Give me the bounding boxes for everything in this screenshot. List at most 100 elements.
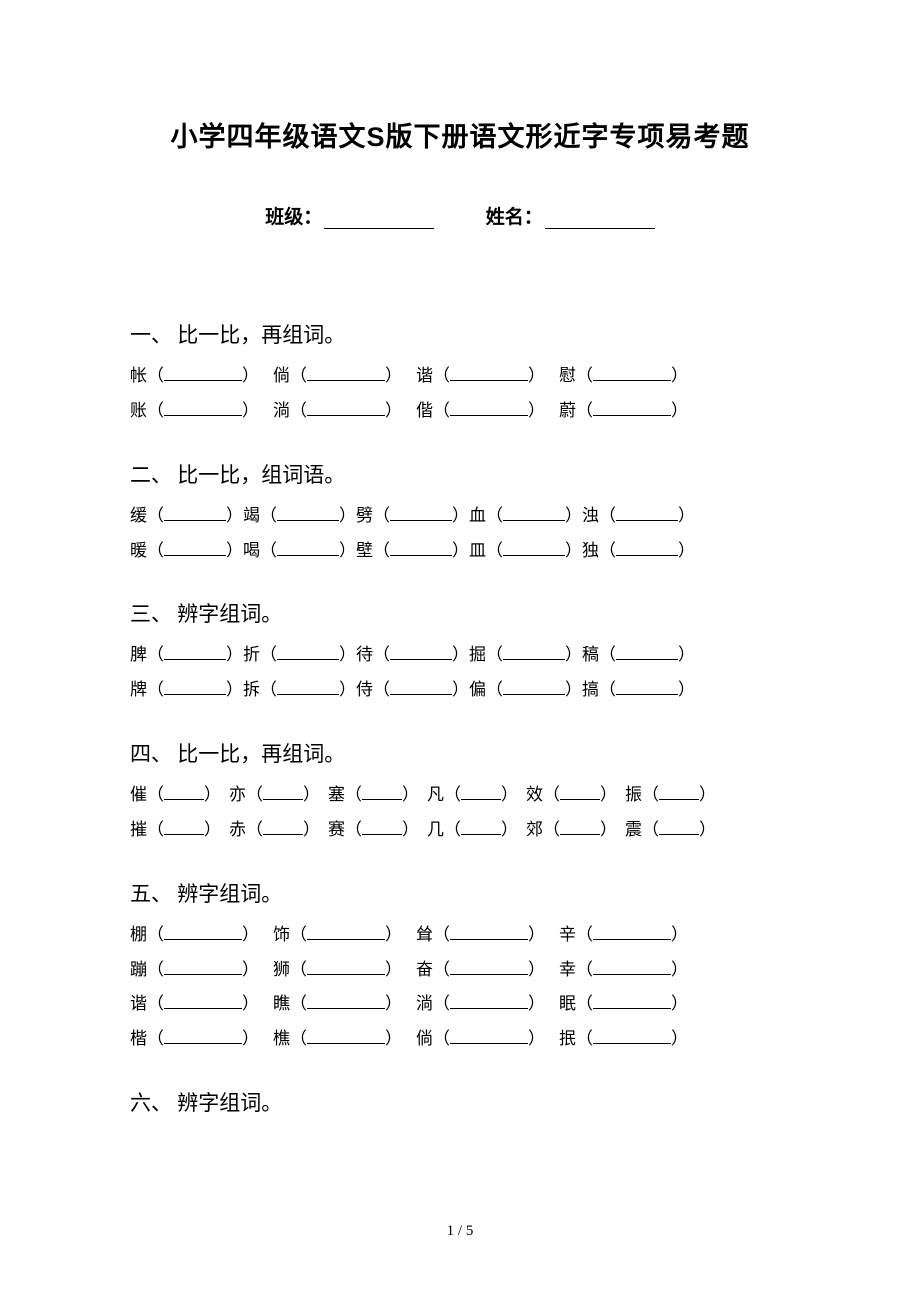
char-prompt: 亦 — [229, 785, 246, 804]
answer-blank[interactable] — [307, 1029, 385, 1044]
answer-blank[interactable] — [263, 820, 303, 835]
section-title: 比一比，再组词。 — [177, 323, 345, 347]
paren-open: （ — [260, 645, 277, 664]
answer-blank[interactable] — [659, 820, 699, 835]
answer-blank[interactable] — [390, 680, 452, 695]
answer-blank[interactable] — [277, 680, 339, 695]
section-title: 辨字组词。 — [177, 1091, 282, 1115]
section-heading: 五、 辨字组词。 — [130, 878, 790, 908]
answer-blank[interactable] — [307, 366, 385, 381]
answer-blank[interactable] — [450, 925, 528, 940]
paren-open: （ — [147, 541, 164, 560]
answer-blank[interactable] — [164, 645, 226, 660]
answer-blank[interactable] — [390, 645, 452, 660]
answer-blank[interactable] — [164, 960, 242, 975]
paren-open: （ — [433, 925, 450, 944]
answer-blank[interactable] — [593, 925, 671, 940]
paren-close: ） — [385, 960, 402, 979]
char-prompt: 搞 — [582, 680, 599, 699]
answer-blank[interactable] — [450, 994, 528, 1009]
answer-blank[interactable] — [616, 680, 678, 695]
answer-blank[interactable] — [307, 960, 385, 975]
answer-blank[interactable] — [164, 366, 242, 381]
answer-blank[interactable] — [503, 645, 565, 660]
answer-blank[interactable] — [307, 994, 385, 1009]
char-prompt: 脾 — [130, 645, 147, 664]
answer-blank[interactable] — [461, 785, 501, 800]
answer-blank[interactable] — [277, 506, 339, 521]
char-prompt: 塞 — [328, 785, 345, 804]
answer-blank[interactable] — [390, 541, 452, 556]
answer-blank[interactable] — [164, 820, 204, 835]
answer-blank[interactable] — [362, 785, 402, 800]
paren-close: ） — [565, 506, 582, 525]
section-number: 二、 — [130, 463, 177, 487]
answer-blank[interactable] — [461, 820, 501, 835]
paren-open: （ — [599, 541, 616, 560]
char-prompt: 催 — [130, 785, 147, 804]
answer-blank[interactable] — [593, 994, 671, 1009]
answer-blank[interactable] — [164, 925, 242, 940]
answer-blank[interactable] — [593, 401, 671, 416]
answer-blank[interactable] — [164, 506, 226, 521]
answer-blank[interactable] — [164, 541, 226, 556]
answer-blank[interactable] — [164, 1029, 242, 1044]
paren-open: （ — [576, 366, 593, 385]
answer-blank[interactable] — [616, 506, 678, 521]
name-blank[interactable] — [545, 211, 655, 229]
paren-open: （ — [147, 506, 164, 525]
paren-close: ） — [528, 994, 545, 1013]
paren-open: （ — [290, 925, 307, 944]
char-prompt: 饰 — [273, 925, 290, 944]
answer-blank[interactable] — [560, 785, 600, 800]
paren-close: ） — [402, 785, 419, 804]
exercise-row: 脾（）折（）待（）掘（）稿（） — [130, 638, 790, 673]
document-title: 小学四年级语文S版下册语文形近字专项易考题 — [130, 115, 790, 154]
answer-blank[interactable] — [450, 366, 528, 381]
paren-close: ） — [678, 680, 695, 699]
answer-blank[interactable] — [362, 820, 402, 835]
paren-open: （ — [642, 820, 659, 839]
char-prompt: 暖 — [130, 541, 147, 560]
paren-close: ） — [339, 506, 356, 525]
answer-blank[interactable] — [659, 785, 699, 800]
answer-blank[interactable] — [263, 785, 303, 800]
paren-open: （ — [433, 960, 450, 979]
answer-blank[interactable] — [164, 994, 242, 1009]
paren-close: ） — [678, 506, 695, 525]
answer-blank[interactable] — [164, 401, 242, 416]
paren-close: ） — [565, 680, 582, 699]
paren-close: ） — [226, 680, 243, 699]
answer-blank[interactable] — [503, 506, 565, 521]
answer-blank[interactable] — [593, 960, 671, 975]
answer-blank[interactable] — [164, 785, 204, 800]
exercise-row: 缓（）竭（）劈（）血（）浊（） — [130, 499, 790, 534]
paren-close: ） — [528, 925, 545, 944]
answer-blank[interactable] — [390, 506, 452, 521]
answer-blank[interactable] — [450, 401, 528, 416]
section-number: 四、 — [130, 742, 177, 766]
answer-blank[interactable] — [450, 960, 528, 975]
answer-blank[interactable] — [277, 541, 339, 556]
char-prompt: 震 — [625, 820, 642, 839]
paren-close: ） — [671, 366, 688, 385]
section-title: 比一比，组词语。 — [177, 463, 345, 487]
paren-close: ） — [385, 1029, 402, 1048]
answer-blank[interactable] — [616, 541, 678, 556]
answer-blank[interactable] — [307, 925, 385, 940]
answer-blank[interactable] — [277, 645, 339, 660]
answer-blank[interactable] — [164, 680, 226, 695]
paren-open: （ — [147, 994, 164, 1013]
answer-blank[interactable] — [616, 645, 678, 660]
answer-blank[interactable] — [503, 541, 565, 556]
paren-close: ） — [385, 925, 402, 944]
answer-blank[interactable] — [593, 1029, 671, 1044]
char-prompt: 凡 — [427, 785, 444, 804]
class-blank[interactable] — [324, 211, 434, 229]
answer-blank[interactable] — [593, 366, 671, 381]
paren-open: （ — [290, 960, 307, 979]
answer-blank[interactable] — [503, 680, 565, 695]
answer-blank[interactable] — [307, 401, 385, 416]
answer-blank[interactable] — [560, 820, 600, 835]
answer-blank[interactable] — [450, 1029, 528, 1044]
